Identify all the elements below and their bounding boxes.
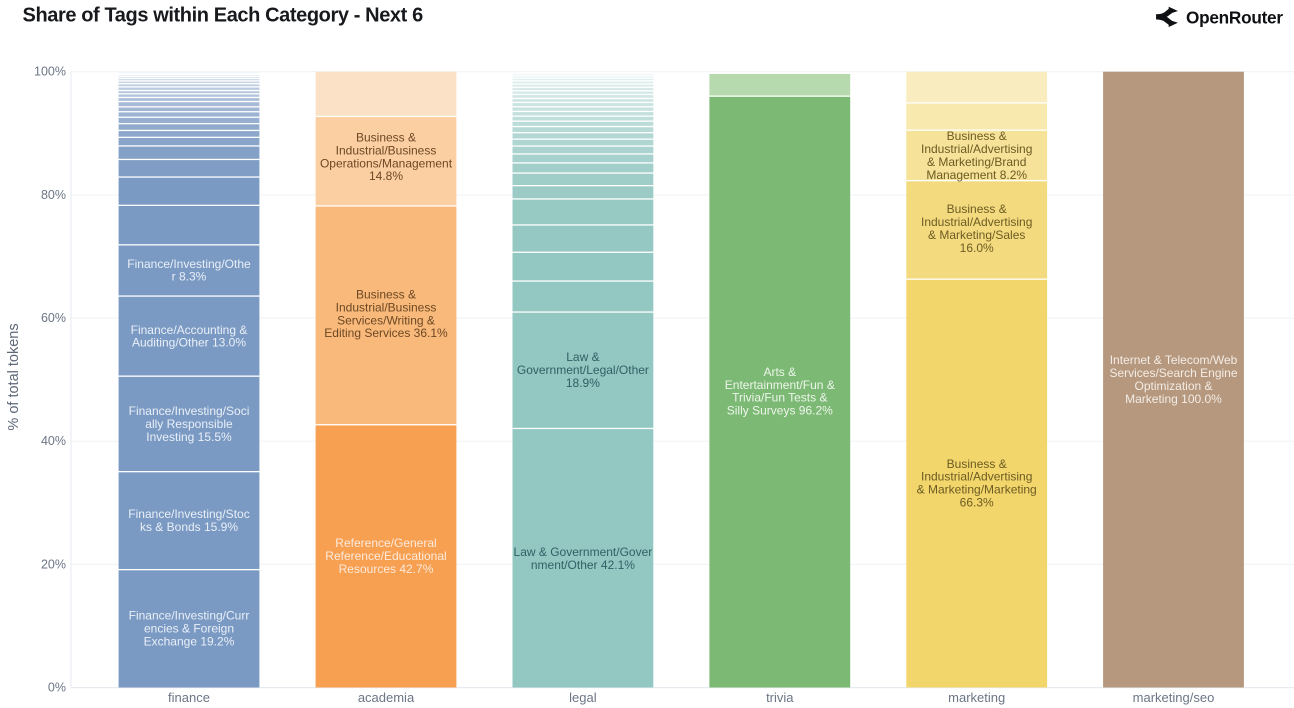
- svg-text:Business &Industrial/Advertisi: Business & Industrial/Advertising & Market…: [917, 457, 1037, 510]
- svg-text:academia: academia: [358, 690, 415, 705]
- svg-text:Share of Tags within Each Cate: Share of Tags within Each Category - Nex…: [23, 5, 424, 27]
- svg-text:marketing: marketing: [948, 690, 1005, 705]
- svg-text:OpenRouter: OpenRouter: [1186, 7, 1283, 27]
- svg-text:legal: legal: [569, 690, 597, 705]
- svg-text:60%: 60%: [41, 311, 66, 325]
- svg-text:marketing/seo: marketing/seo: [1133, 690, 1215, 705]
- svg-text:Finance/Accounting &Auditing/O: Finance/Accounting & Auditing/Other 13.0%: [131, 323, 248, 350]
- svg-text:Business &Industrial/Advertisi: Business & Industrial/Advertising & Market…: [921, 129, 1032, 182]
- svg-text:80%: 80%: [41, 188, 66, 202]
- svg-text:finance: finance: [168, 690, 210, 705]
- svg-text:% of total tokens: % of total tokens: [6, 323, 22, 430]
- svg-text:0%: 0%: [48, 681, 66, 695]
- svg-text:Law & Government/Government/Ot: Law & Government/Gover nment/Other 42.1%: [514, 545, 653, 572]
- svg-text:trivia: trivia: [766, 690, 794, 705]
- svg-text:Business &Industrial/Advertisi: Business & Industrial/Advertising & Market…: [921, 202, 1032, 255]
- svg-text:Arts &Entertainment/Fun &Trivi: Arts & Entertainment/Fun & Trivia/Fun Test…: [725, 365, 835, 418]
- svg-text:100%: 100%: [34, 65, 66, 79]
- svg-text:40%: 40%: [41, 434, 66, 448]
- svg-text:Finance/Investing/Other 8.3%: Finance/Investing/Othe r 8.3%: [127, 257, 251, 284]
- svg-text:20%: 20%: [41, 557, 66, 571]
